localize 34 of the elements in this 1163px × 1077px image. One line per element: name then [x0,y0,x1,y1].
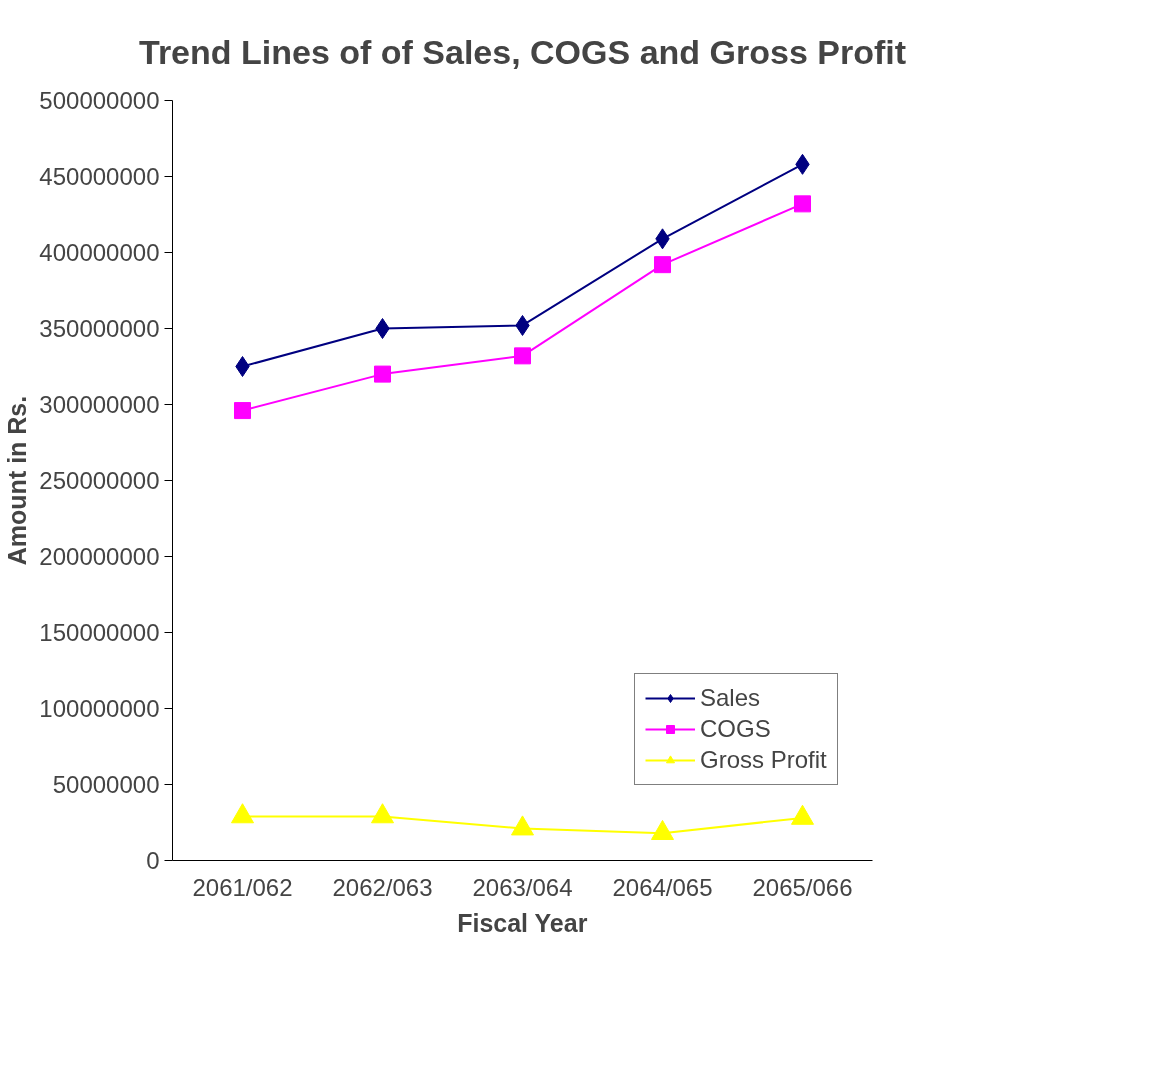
point [231,803,254,824]
y-axis-title: Amount in Rs. [3,395,32,566]
point [794,195,811,213]
legend-label: Gross Profit [700,746,827,774]
y-tick-label: 50000000 [52,771,160,798]
legend-label: Sales [700,684,761,712]
y-tick-label: 100000000 [39,695,160,722]
point [235,356,250,377]
x-tick-label: 2062/063 [332,873,433,901]
point [511,815,534,836]
y-tick-label: 400000000 [39,239,160,266]
x-tick-label: 2063/064 [472,873,573,901]
x-tick-label: 2064/065 [612,873,713,901]
point [234,402,251,420]
x-tick-label: 2065/066 [752,873,853,901]
y-tick-label: 350000000 [39,315,160,342]
point [514,347,531,365]
x-tick-label: 2061/062 [192,873,293,901]
point [654,256,671,274]
point [791,804,814,825]
y-tick-label: 300000000 [39,391,160,418]
point [651,819,674,840]
y-tick-label: 500000000 [39,87,160,114]
chart-title: Trend Lines of of Sales, COGS and Gross Profit [138,32,907,71]
legend-label: COGS [700,715,771,743]
x-axis-title: Fiscal Year [457,908,588,937]
y-tick-label: 250000000 [39,467,160,494]
point [374,365,391,383]
y-tick-label: 150000000 [39,619,160,646]
point [375,318,390,339]
point [371,803,394,824]
y-tick-label: 200000000 [39,543,160,570]
y-tick-label: 450000000 [39,163,160,190]
y-tick-label: 0 [146,847,160,874]
